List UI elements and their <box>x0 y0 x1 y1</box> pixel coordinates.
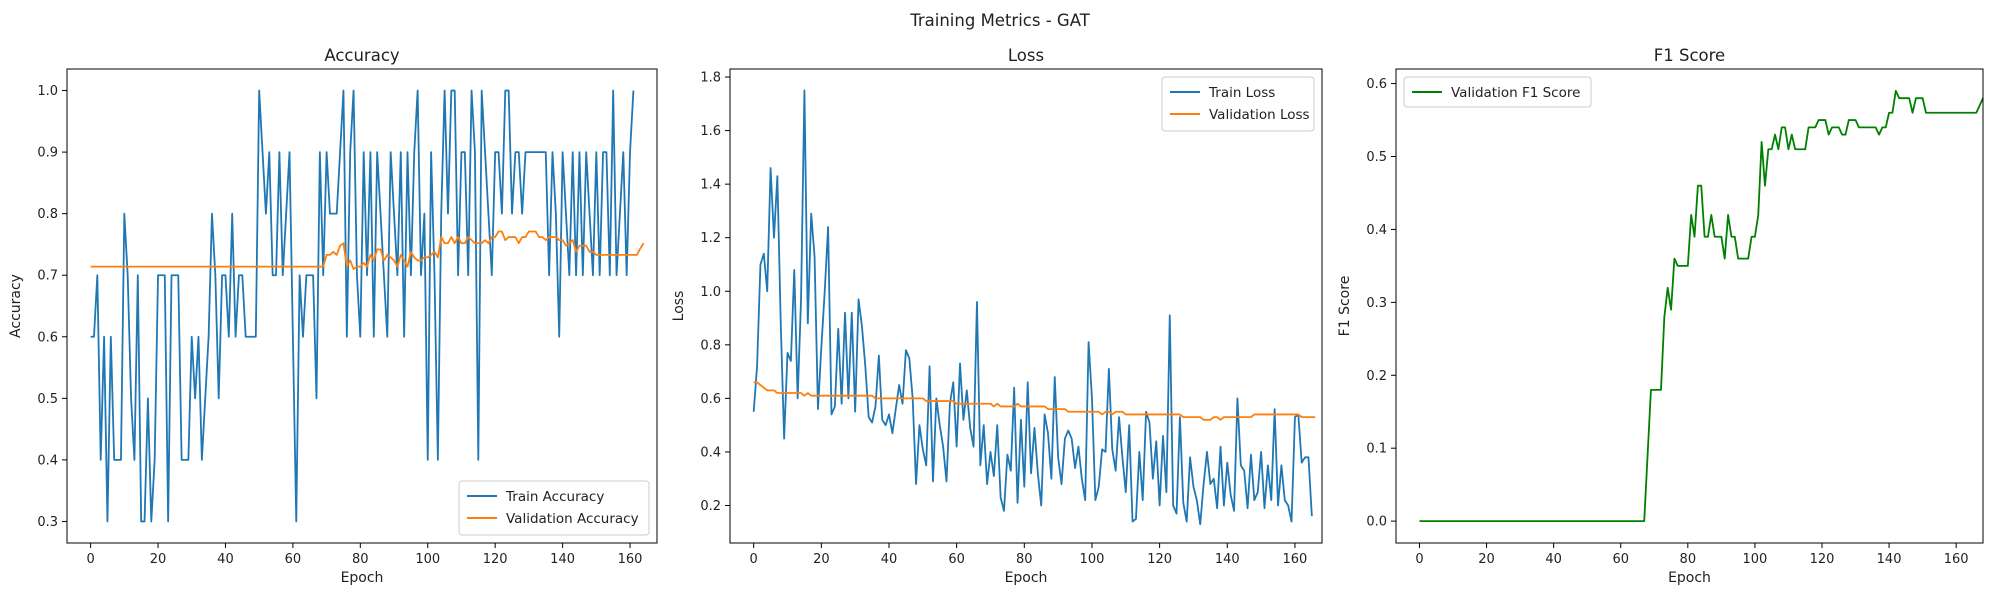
legend-entry-label: Validation F1 Score <box>1451 85 1580 101</box>
y-tick-label: 0.4 <box>37 453 58 468</box>
x-tick-label: 160 <box>1283 552 1308 567</box>
y-tick-label: 0.1 <box>1366 442 1387 457</box>
x-tick-label: 0 <box>750 552 758 567</box>
plot-frame <box>66 68 658 544</box>
y-tick-label: 1.2 <box>700 231 721 246</box>
y-tick-label: 0.8 <box>700 338 721 353</box>
x-tick-label: 40 <box>881 552 898 567</box>
charts-group: Accuracy 0 20 40 60 80 100 120 140 160 0.3 0.4 0.5 0.… <box>8 46 1984 586</box>
y-tick-label: 1.8 <box>700 71 721 86</box>
chart-title: F1 Score <box>1654 46 1725 65</box>
legend-box <box>1403 76 1592 108</box>
x-tick-label: 40 <box>217 552 234 567</box>
y-tick-label: 0.6 <box>1366 77 1387 92</box>
x-tick-label: 80 <box>352 552 369 567</box>
x-tick-label: 60 <box>1612 552 1629 567</box>
y-tick-label: 1.4 <box>700 178 721 193</box>
x-axis-label: Epoch <box>1005 570 1048 586</box>
figure-suptitle: Training Metrics - GAT <box>909 11 1090 30</box>
x-axis-label: Epoch <box>1668 570 1711 586</box>
legend-box <box>1161 76 1315 132</box>
legend-entry-label: Validation Accuracy <box>506 511 639 527</box>
y-tick-label: 0.2 <box>1366 369 1387 384</box>
x-tick-label: 0 <box>1415 552 1423 567</box>
legend-entry-label: Train Loss <box>1208 85 1275 101</box>
x-tick-label: 120 <box>1147 552 1172 567</box>
x-tick-label: 160 <box>618 552 643 567</box>
y-axis-label: Loss <box>671 291 687 322</box>
x-tick-label: 80 <box>1680 552 1697 567</box>
y-tick-label: 0.5 <box>1366 150 1387 165</box>
x-tick-label: 100 <box>415 552 440 567</box>
series-line-validation-loss <box>753 381 1316 421</box>
y-tick-label: 0.3 <box>1366 296 1387 311</box>
legend: Validation F1 Score <box>1403 76 1592 108</box>
y-tick-label: 0.9 <box>37 146 58 161</box>
y-tick-label: 1.6 <box>700 124 721 139</box>
y-tick-label: 0.5 <box>37 392 58 407</box>
series-line-validation-accuracy <box>90 230 645 270</box>
plot-frame <box>1395 68 1984 544</box>
x-tick-label: 20 <box>813 552 830 567</box>
x-tick-label: 120 <box>1810 552 1835 567</box>
series-line-train-loss <box>752 89 1313 526</box>
legend-entry-label: Validation Loss <box>1209 107 1310 123</box>
y-tick-label: 0.6 <box>37 330 58 345</box>
x-tick-label: 160 <box>1944 552 1969 567</box>
x-tick-label: 20 <box>150 552 167 567</box>
y-tick-label: 1.0 <box>37 84 58 99</box>
y-tick-label: 0.4 <box>700 445 721 460</box>
y-tick-label: 0.0 <box>1366 515 1387 530</box>
legend-box <box>458 480 650 536</box>
series-line-train-accuracy <box>90 89 635 523</box>
x-tick-label: 100 <box>1742 552 1767 567</box>
x-tick-label: 40 <box>1545 552 1562 567</box>
y-tick-label: 0.6 <box>700 392 721 407</box>
y-axis-label: F1 Score <box>1337 276 1353 337</box>
x-tick-label: 60 <box>285 552 302 567</box>
y-tick-label: 0.2 <box>700 499 721 514</box>
chart-title: Accuracy <box>324 46 400 65</box>
y-tick-label: 0.3 <box>37 515 58 530</box>
y-tick-label: 0.4 <box>1366 223 1387 238</box>
legend: Train Loss Validation Loss <box>1161 76 1315 132</box>
y-tick-label: 1.0 <box>700 285 721 300</box>
y-tick-label: 0.7 <box>37 269 58 284</box>
chart-title: Loss <box>1008 46 1044 65</box>
chart-panel-1: Accuracy 0 20 40 60 80 100 120 140 160 0.3 0.4 0.5 0.… <box>8 46 658 586</box>
x-tick-label: 60 <box>948 552 965 567</box>
y-axis-label: Accuracy <box>8 274 24 338</box>
x-tick-label: 140 <box>550 552 575 567</box>
legend: Train Accuracy Validation Accuracy <box>458 480 650 536</box>
x-tick-label: 0 <box>86 552 94 567</box>
y-tick-label: 0.8 <box>37 207 58 222</box>
x-tick-label: 80 <box>1016 552 1033 567</box>
x-tick-label: 140 <box>1877 552 1902 567</box>
plot-frame <box>729 68 1323 544</box>
x-tick-label: 100 <box>1080 552 1105 567</box>
chart-panel-2: Loss 0 20 40 60 80 100 120 140 160 0.2 0.4 0.6 0.8 1.0… <box>671 46 1323 586</box>
x-tick-label: 140 <box>1215 552 1240 567</box>
series-line-validation-f1-score <box>1419 89 1984 523</box>
x-tick-label: 120 <box>483 552 508 567</box>
x-axis-label: Epoch <box>341 570 384 586</box>
legend-entry-label: Train Accuracy <box>505 489 604 505</box>
x-tick-label: 20 <box>1478 552 1495 567</box>
chart-panel-3: F1 Score 0 20 40 60 80 100 120 140 160 0.0 0.1 0.2 0.… <box>1337 46 1984 586</box>
